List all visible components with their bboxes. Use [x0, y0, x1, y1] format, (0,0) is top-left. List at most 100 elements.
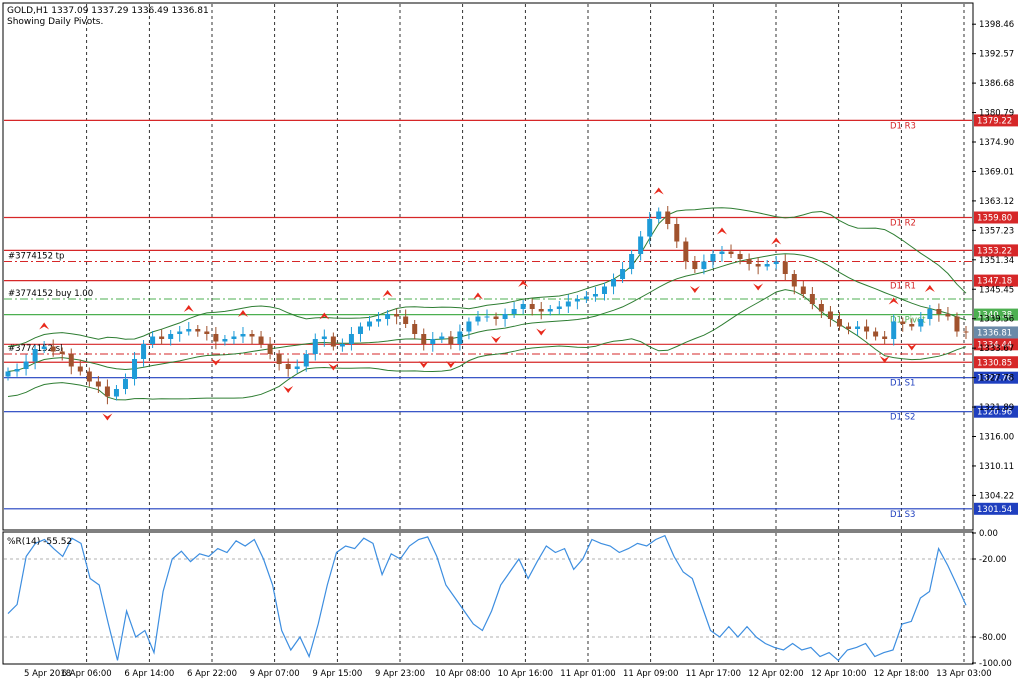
wpr-tick-label: -80.00 — [979, 633, 1006, 643]
candle-body — [168, 334, 174, 339]
y-tick-label: 1310.11 — [979, 462, 1014, 472]
candle-body — [385, 314, 391, 319]
x-tick-label: 12 Apr 10:00 — [811, 669, 866, 679]
pivot-price-tag — [974, 371, 1018, 384]
fractal-up-arrow — [382, 290, 393, 297]
x-tick-label: 6 Apr 06:00 — [62, 669, 112, 679]
candle-body — [177, 331, 183, 334]
x-tick-label: 10 Apr 08:00 — [435, 669, 490, 679]
pivot-price-tag-label: 1379.22 — [977, 116, 1012, 126]
candle-body — [430, 339, 436, 344]
candle-body — [538, 309, 544, 312]
candle-body — [855, 326, 861, 329]
x-tick-label: 11 Apr 01:00 — [560, 669, 615, 679]
pivot-price-tag — [974, 502, 1018, 515]
candles — [5, 206, 969, 405]
pivot-price-tag — [974, 114, 1018, 127]
chart-title: GOLD,H1 1337.09 1337.29 1336.49 1336.81 — [7, 6, 209, 16]
x-tick-label: 6 Apr 22:00 — [187, 669, 237, 679]
candle-body — [900, 321, 906, 324]
candle-body — [303, 354, 309, 367]
fractal-down-arrow — [328, 363, 339, 371]
x-tick-label: 9 Apr 07:00 — [250, 669, 300, 679]
candle-body — [565, 301, 571, 307]
candle-body — [484, 316, 490, 318]
pivot-label: D1 R2 — [890, 219, 916, 229]
fractal-up-arrow — [319, 312, 330, 320]
x-tick-label: 12 Apr 18:00 — [874, 669, 929, 679]
y-tick-label: 1304.22 — [979, 491, 1014, 501]
candle-body — [394, 314, 400, 317]
candle-body — [249, 334, 255, 337]
candle-body — [457, 331, 463, 344]
candle-body — [918, 319, 924, 327]
candle-body — [755, 264, 761, 267]
x-tick-label: 5 Apr 2018 — [24, 669, 71, 679]
candle-body — [41, 346, 47, 349]
williams-r-indicator — [4, 534, 972, 662]
fractal-down-arrow — [445, 361, 456, 368]
pivot-price-tag-label: 1301.54 — [977, 505, 1012, 515]
candle-body — [195, 329, 201, 332]
y-tick-label: 1374.90 — [979, 138, 1014, 148]
candle-body — [800, 286, 806, 294]
y-tick-label: 1380.79 — [979, 109, 1014, 119]
candle-body — [23, 361, 29, 369]
band-line — [7, 207, 967, 347]
candle-body — [50, 346, 56, 352]
pivot-label: D1 R3 — [890, 121, 916, 131]
candle-body — [791, 274, 797, 287]
y-tick-label: 1321.89 — [979, 403, 1014, 413]
candle-body — [836, 319, 842, 327]
fractal-down-arrow — [283, 386, 294, 393]
candle-body — [285, 364, 291, 369]
y-tick-label: 1316.00 — [979, 433, 1014, 443]
candle-body — [475, 316, 481, 322]
candle-body — [656, 211, 662, 219]
candle-body — [963, 331, 969, 333]
candle-body — [439, 336, 445, 339]
pivot-price-tag — [974, 356, 1018, 369]
pivot-price-tag — [974, 338, 1018, 351]
candle-body — [620, 269, 626, 279]
candle-body — [611, 279, 617, 287]
x-tick-label: 6 Apr 14:00 — [124, 669, 174, 679]
wpr-line — [7, 534, 967, 662]
wpr-tick-label: -20.00 — [979, 555, 1006, 565]
candle-body — [222, 339, 228, 342]
indicator-panel-frame — [2, 531, 974, 665]
wpr-title: %R(14) -55.52 — [7, 537, 72, 547]
candle-body — [421, 334, 427, 344]
current-price-tag — [974, 326, 1018, 339]
candle-body — [873, 331, 879, 337]
candle-body — [665, 211, 671, 224]
candle-body — [502, 314, 508, 319]
candle-body — [493, 316, 499, 319]
pivot-price-tag-label: 1334.44 — [977, 340, 1012, 350]
candle-body — [213, 334, 219, 342]
price-panel-frame — [2, 2, 974, 531]
candle-body — [782, 261, 788, 274]
pivot-price-tag-label: 1359.80 — [977, 214, 1012, 224]
candle-body — [827, 311, 833, 319]
x-tick-label: 11 Apr 17:00 — [686, 669, 741, 679]
candle-body — [258, 336, 264, 344]
candle-body — [267, 344, 273, 354]
candle-body — [159, 336, 165, 339]
pivot-price-tag-label: 1347.18 — [977, 277, 1012, 287]
candle-body — [141, 344, 147, 359]
candle-body — [357, 326, 363, 334]
candle-body — [348, 334, 354, 344]
price-axis: 1398.46 1392.57 1386.68 1380.79 1374.90 1369.… — [972, 20, 1014, 501]
candle-body — [367, 321, 373, 327]
candle-body — [412, 324, 418, 334]
candle-body — [86, 371, 92, 382]
candle-body — [936, 309, 942, 314]
candle-body — [330, 336, 336, 347]
order-label: #3774152 tp — [8, 252, 64, 262]
candle-body — [692, 261, 698, 269]
candle-body — [710, 254, 716, 262]
candle-body — [511, 309, 517, 314]
pivot-label: D1 S3 — [890, 510, 915, 520]
